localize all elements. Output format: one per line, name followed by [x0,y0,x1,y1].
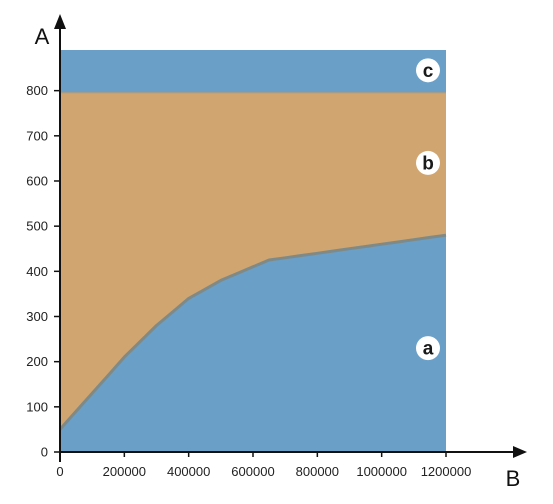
region-label-text: a [423,339,434,360]
axes [54,14,527,462]
y-tick-label: 700 [26,128,48,143]
y-axis-title: A [35,24,50,49]
region-label-c: c [416,58,440,83]
y-tick-label: 0 [41,445,48,460]
x-axis-ticks: 0 200000 400000 600000 800000 1000000 1200000 [56,452,471,479]
boundary-line-a-b [58,233,447,431]
y-tick-label: 100 [26,399,48,414]
region-label-text: b [422,153,434,174]
y-tick-label: 400 [26,264,48,279]
y-tick-label: 300 [26,309,48,324]
y-axis-arrow [54,14,66,29]
region-label-text: c [423,61,434,82]
y-tick-label: 200 [26,354,48,369]
x-tick-label: 800000 [296,464,339,479]
y-tick-label: 500 [26,219,48,234]
x-tick-label: 1000000 [356,464,407,479]
x-tick-label: 400000 [167,464,210,479]
region-c [60,50,446,93]
region-label-badge [416,336,440,361]
x-tick-label: 200000 [103,464,146,479]
plot-area [58,50,447,452]
region-a [60,235,446,452]
region-label-b: b [416,150,440,175]
region-b [60,92,446,430]
x-tick-label: 1200000 [421,464,472,479]
region-label-badge [416,58,440,83]
y-tick-label: 800 [26,83,48,98]
x-tick-label: 600000 [231,464,274,479]
region-labels: a b c [416,58,440,361]
x-axis-arrow [513,446,527,458]
x-axis-title: B [506,466,521,491]
y-axis-ticks: 0 100 200 300 400 500 600 700 800 [26,83,60,460]
region-label-a: a [416,336,440,361]
region-label-badge [416,150,440,175]
y-tick-label: 600 [26,173,48,188]
x-tick-label: 0 [56,464,63,479]
